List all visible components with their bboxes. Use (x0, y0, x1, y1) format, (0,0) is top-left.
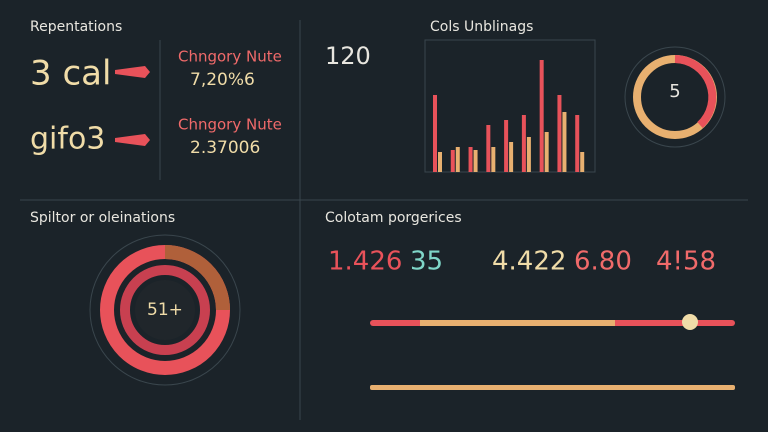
arrow (115, 66, 150, 78)
bar (562, 112, 567, 172)
bar (491, 147, 496, 172)
gauge (624, 46, 726, 148)
bar (526, 137, 531, 172)
bar (544, 132, 549, 172)
bar (521, 115, 526, 172)
donut (89, 234, 241, 386)
bar (539, 60, 544, 172)
note: Chngory Nute (178, 116, 282, 134)
bar (455, 147, 460, 172)
bar (504, 120, 509, 172)
note: Chngory Nute (178, 48, 282, 66)
value: 2.37006 (190, 138, 260, 158)
donut-center: 51+ (147, 300, 183, 320)
dividers (20, 20, 748, 420)
bar (473, 150, 478, 172)
progress-tracks (370, 314, 735, 390)
panel-title: Spiltor or oleinations (30, 210, 175, 226)
bar (486, 125, 491, 172)
metric-value: 4!58 (656, 247, 716, 277)
metric-value: 35 (410, 247, 443, 277)
arrow (115, 134, 150, 146)
bar (509, 142, 514, 172)
metric-value: 4.422 (492, 247, 566, 277)
bar (575, 115, 580, 172)
bar (450, 150, 455, 172)
bar (557, 95, 562, 172)
big-value: gifo3 (30, 122, 105, 157)
metrics: 1.426 35 4.422 6.80 4!58 (328, 247, 716, 277)
panel-title: Repentations (30, 19, 122, 35)
value: 7,20%6 (190, 70, 255, 90)
panel-title: Colotam porgerices (325, 210, 462, 226)
bar (580, 152, 585, 172)
metric-value: 6.80 (574, 247, 632, 277)
bar (433, 95, 437, 172)
bar (468, 147, 473, 172)
big-value: 120 (325, 42, 371, 70)
gauge-value: 5 (669, 81, 680, 102)
big-value: 3 cal (30, 54, 111, 94)
metric-value: 1.426 (328, 247, 402, 277)
bar (438, 152, 442, 172)
chart-title: Cols Unblinags (430, 19, 533, 35)
